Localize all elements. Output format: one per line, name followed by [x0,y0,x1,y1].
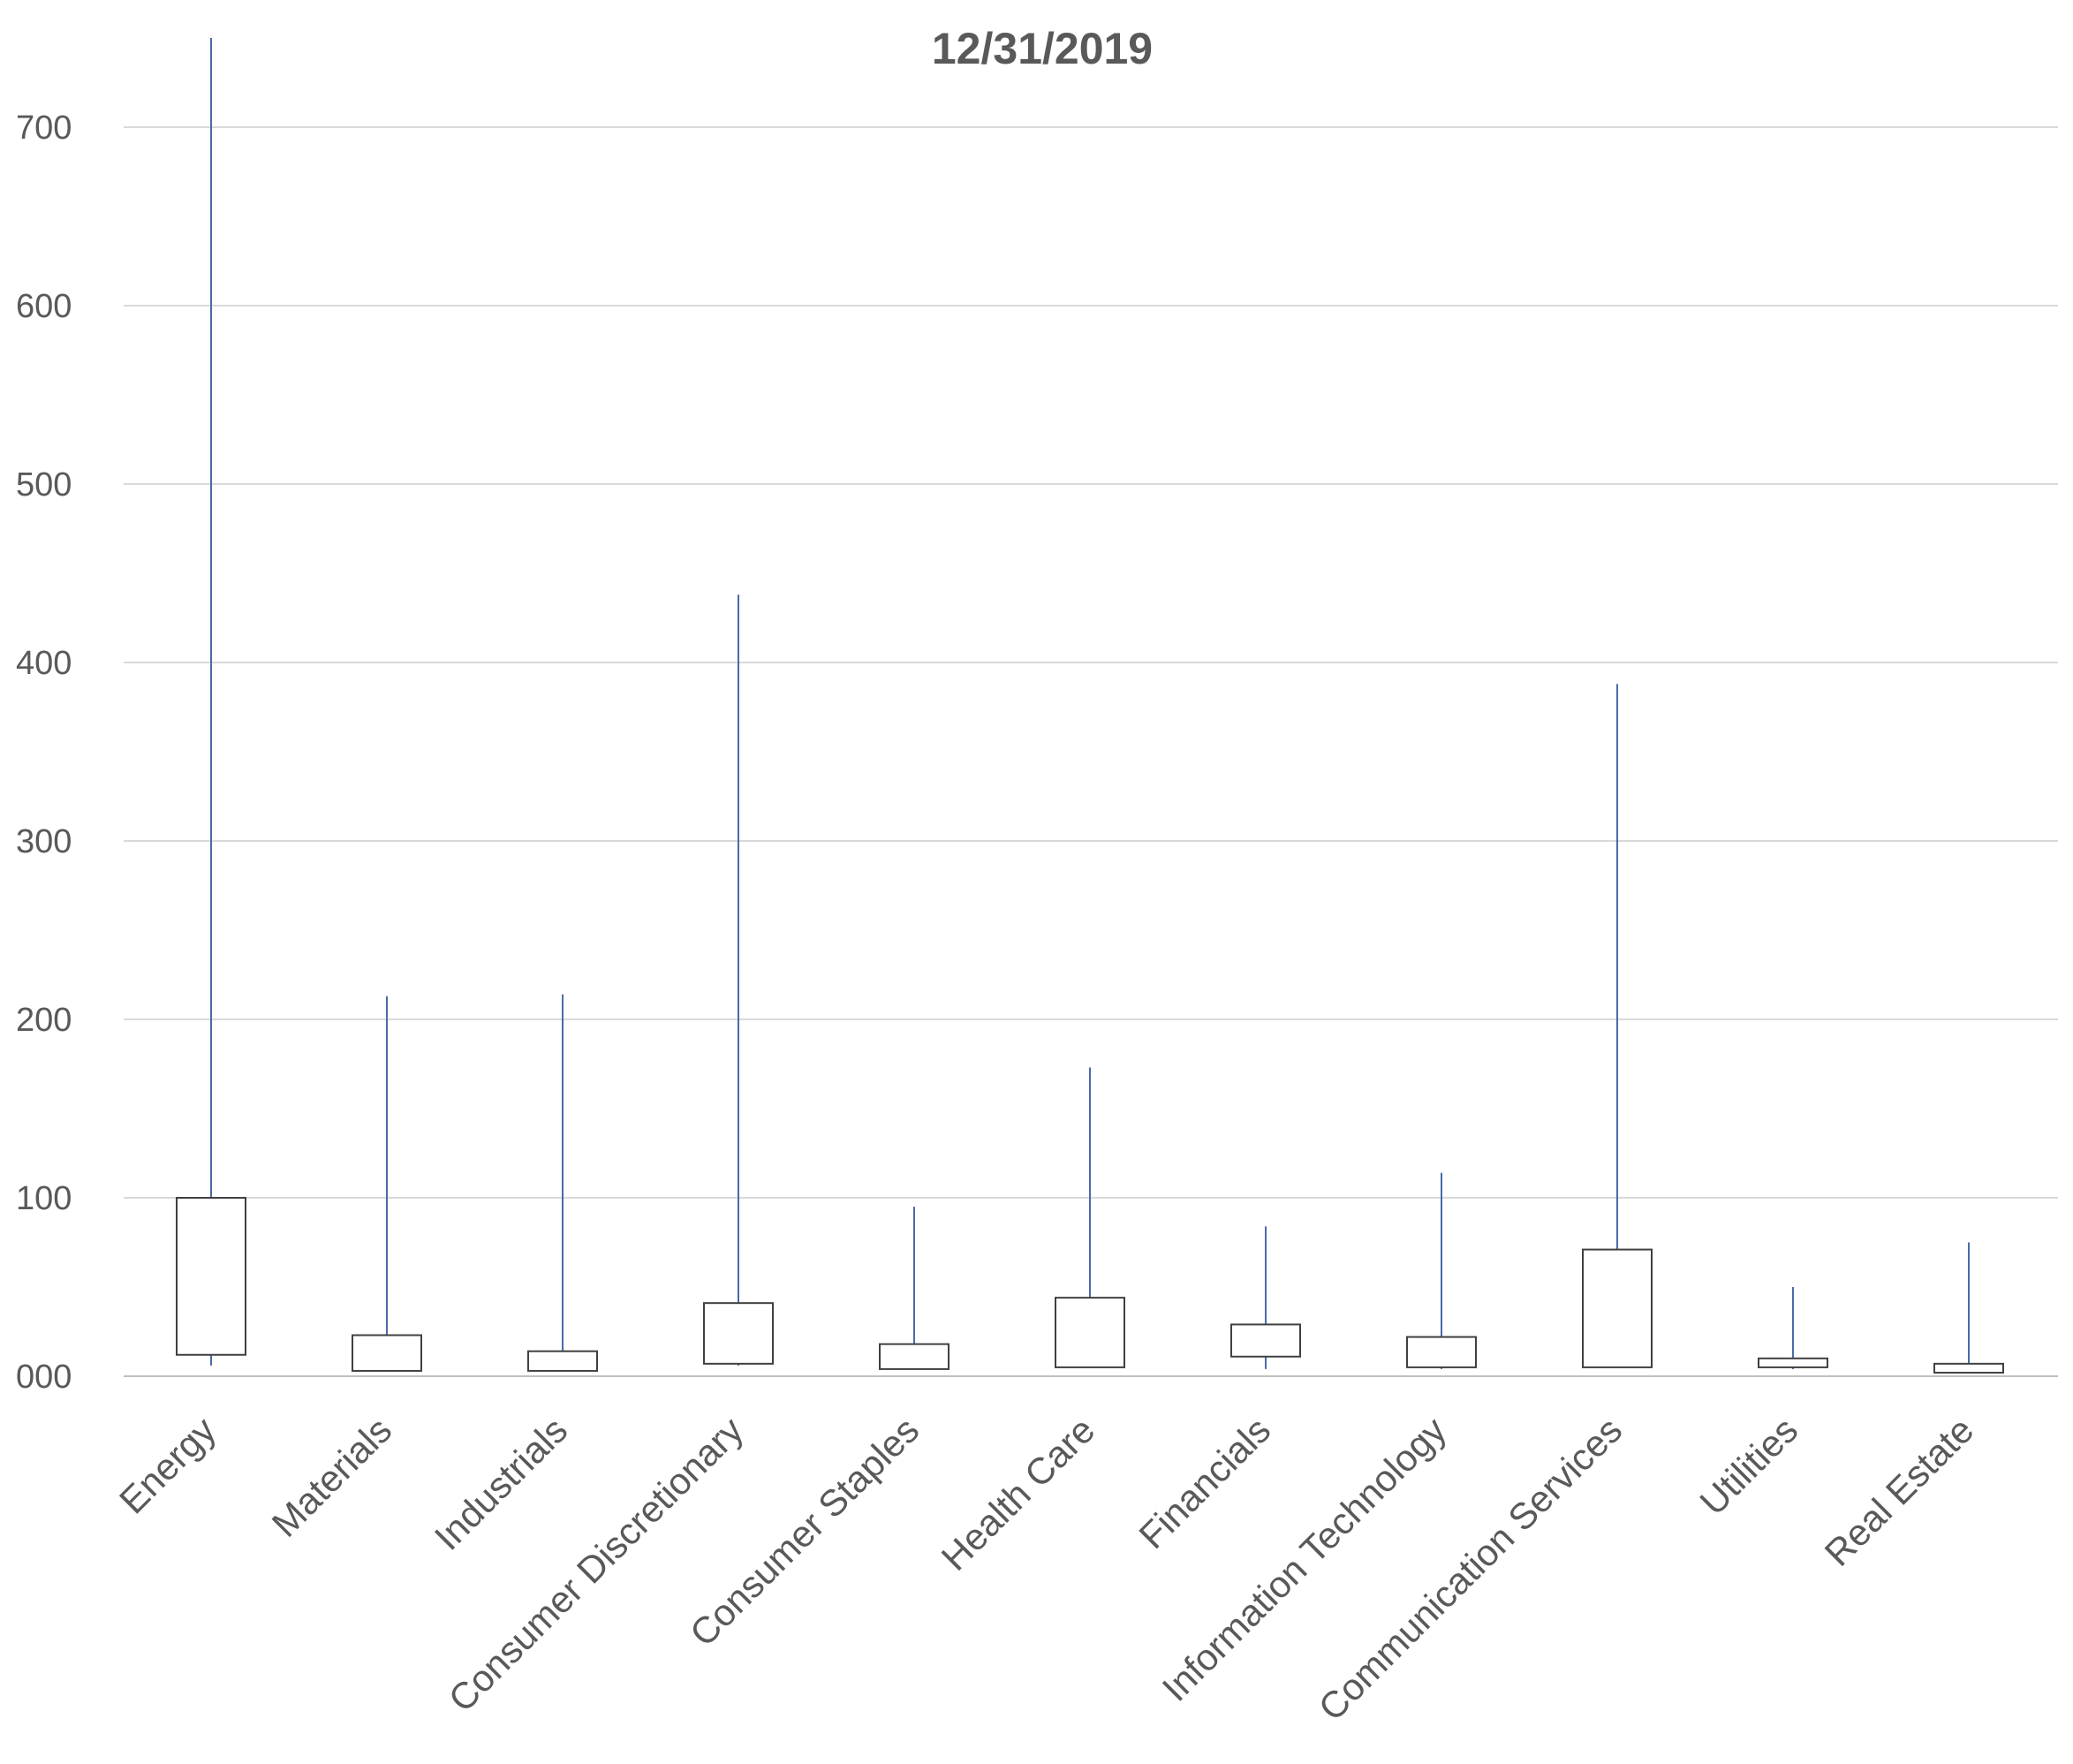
box [703,1302,774,1365]
x-tick-label: Consumer Discretionary [441,1409,752,1720]
box-plots [176,38,2004,1374]
x-tick-label: Utilities [1691,1409,1805,1523]
x-tick-label: Communication Services [1311,1409,1630,1729]
x-tick-label: Energy [111,1409,223,1521]
gridlines [124,126,2058,1377]
box [1055,1297,1125,1368]
box [1230,1323,1301,1358]
x-tick-label: Financials [1131,1409,1278,1556]
y-tick-label: 200 [16,1002,72,1039]
y-tick-label: 100 [16,1180,72,1217]
x-tick-label: Real Estate [1817,1409,1982,1574]
y-tick-label: 700 [16,110,72,147]
y-tick-label: 600 [16,288,72,325]
y-axis-ticks: 000 100 200 300 400 500 600 700 [16,110,72,1396]
y-tick-label: 400 [16,645,72,682]
box [352,1334,422,1372]
box [879,1343,949,1370]
box [176,1197,246,1356]
x-tick-label: Industrials [427,1409,576,1558]
x-tick-label: Information Technology [1154,1409,1455,1709]
box [1406,1336,1477,1368]
x-tick-label: Health Care [934,1409,1103,1579]
y-tick-label: 300 [16,823,72,860]
y-tick-label: 000 [16,1359,72,1396]
chart-title: 12/31/2019 [932,24,1153,73]
box [1933,1362,2004,1374]
box [1582,1248,1653,1368]
box [527,1350,598,1372]
y-tick-label: 500 [16,466,72,503]
x-tick-label: Materials [264,1409,400,1545]
box [1758,1357,1828,1368]
